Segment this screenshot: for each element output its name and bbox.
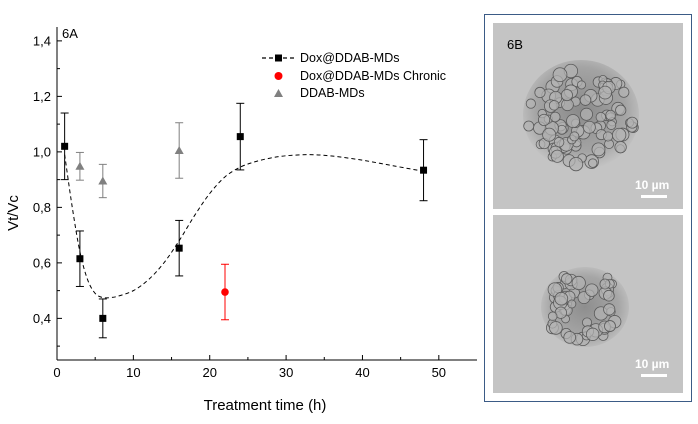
cell: [603, 289, 615, 302]
y-tick-label: 1,0: [33, 144, 51, 159]
cell: [615, 104, 627, 116]
cell: [599, 278, 611, 290]
cell: [560, 89, 573, 102]
cell: [537, 113, 551, 126]
cells-bottom: [546, 271, 622, 347]
cells-top: [523, 63, 639, 172]
scale-bar-top: [641, 195, 667, 198]
cell: [561, 273, 573, 285]
legend-box: [258, 50, 476, 104]
data-point-square: [175, 244, 183, 252]
cell: [547, 311, 558, 322]
cell: [626, 116, 639, 129]
x-tick-label: 40: [355, 365, 369, 380]
legend-label-series-1: Dox@DDAB-MDs: [300, 51, 400, 65]
y-tick-label: 1,2: [33, 89, 51, 104]
data-point-triangle: [98, 176, 108, 185]
cell: [605, 109, 616, 121]
cell: [602, 131, 613, 142]
y-tick-label: 0,8: [33, 200, 51, 215]
cell: [568, 156, 584, 172]
data-marks: [60, 102, 428, 339]
spheroid-top-image: [523, 60, 639, 172]
data-point-square: [236, 133, 244, 141]
fit-line-group: [64, 154, 424, 299]
cell: [598, 85, 612, 100]
cell: [582, 120, 596, 134]
scale-bar-bottom: [641, 374, 667, 377]
x-tick-label: 10: [126, 365, 140, 380]
y-tick-label: 0,6: [33, 255, 51, 270]
legend-label-series-3: DDAB-MDs: [300, 86, 365, 100]
cell: [577, 80, 587, 90]
data-point-triangle: [75, 161, 85, 170]
chart: 6A 0,4 0,6 0,8 1,0 1,2 1,4 0 10 20 30 40 50 Treatm…: [5, 26, 477, 414]
cell: [618, 86, 630, 98]
legend-marker-series-3: [274, 89, 283, 97]
micrograph-top: 6B 10 µm: [493, 23, 683, 209]
scale-label-bottom: 10 µm: [635, 357, 670, 371]
cell: [569, 131, 580, 142]
micrograph-panel: 6B 10 µm 10 µm: [484, 14, 692, 402]
panel-label-6a: 6A: [62, 26, 78, 41]
data-point-square: [420, 166, 428, 174]
cell: [580, 107, 593, 121]
x-tick-label: 50: [432, 365, 446, 380]
cell: [548, 100, 560, 111]
cell: [604, 320, 616, 332]
cell: [549, 111, 561, 123]
data-point-square: [61, 142, 69, 150]
x-tick-label: 20: [202, 365, 216, 380]
micrograph-bottom: 10 µm: [493, 215, 683, 393]
cell: [566, 114, 580, 128]
cell: [553, 136, 565, 148]
cell: [579, 94, 592, 106]
data-point-square: [76, 255, 84, 263]
cell: [586, 327, 600, 341]
legend-label-series-2: Dox@DDAB-MDs Chronic: [300, 69, 446, 83]
cell: [563, 331, 577, 344]
cell: [603, 303, 616, 316]
cell: [549, 321, 563, 335]
cell: [534, 86, 546, 99]
cell: [588, 158, 598, 168]
cell: [542, 127, 557, 142]
cell: [585, 283, 599, 297]
spheroid-bottom-image: [541, 267, 629, 347]
cell: [525, 98, 536, 109]
data-point-square: [99, 314, 107, 322]
cell: [552, 67, 568, 83]
panel-label-6b: 6B: [507, 37, 523, 52]
legend: Dox@DDAB-MDs Dox@DDAB-MDs Chronic DDAB-M…: [258, 50, 476, 104]
cell: [612, 127, 627, 143]
y-tick-label: 1,4: [33, 33, 51, 48]
x-axis-label: Treatment time (h): [204, 397, 327, 414]
y-ticks: 0,4 0,6 0,8 1,0 1,2 1,4: [33, 33, 62, 347]
cell: [595, 111, 606, 123]
cell: [571, 275, 586, 291]
cell: [606, 120, 617, 130]
axes: [56, 27, 477, 361]
y-axis-label: Vt/Vc: [5, 195, 22, 231]
x-tick-label: 0: [53, 365, 60, 380]
cell: [550, 149, 564, 163]
legend-marker-series-1: [275, 54, 282, 62]
cell: [591, 142, 606, 157]
legend-marker-series-2: [274, 72, 283, 80]
cell: [614, 141, 627, 154]
fit-line: [64, 154, 424, 299]
cell: [567, 299, 577, 309]
scale-label-top: 10 µm: [635, 178, 670, 192]
cell: [554, 291, 569, 306]
x-ticks: 0 10 20 30 40 50: [53, 355, 446, 380]
x-tick-label: 30: [279, 365, 293, 380]
data-point-triangle: [174, 145, 184, 154]
data-point-circle: [221, 288, 229, 296]
cell: [523, 120, 535, 132]
y-tick-label: 0,4: [33, 311, 51, 326]
